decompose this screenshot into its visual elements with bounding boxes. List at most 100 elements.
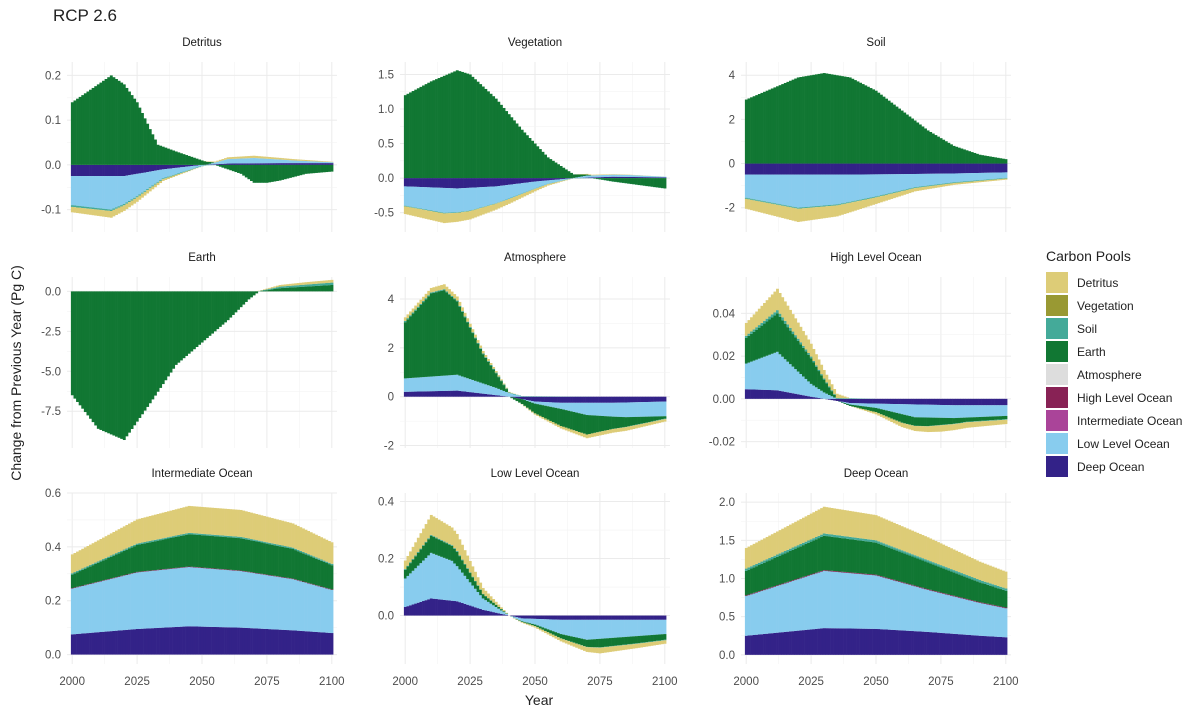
bar-segment [645, 635, 649, 643]
bar-segment [169, 510, 173, 537]
bar-segment [588, 174, 592, 175]
bar-segment [146, 542, 150, 571]
bar-segment [255, 572, 259, 574]
bar-segment [466, 391, 470, 397]
bar-segment [608, 174, 612, 177]
bar-segment [102, 80, 105, 165]
bar-segment [817, 397, 821, 399]
bar-segment [265, 574, 269, 576]
bar-segment [179, 534, 183, 536]
bar-segment [744, 99, 748, 164]
bar-segment [991, 420, 995, 426]
bar-segment [991, 398, 995, 406]
bar-segment [929, 398, 933, 405]
bar-segment [817, 369, 821, 372]
bar-segment [851, 572, 855, 574]
bar-segment [435, 291, 438, 293]
bar-segment [903, 189, 907, 191]
bar-segment [325, 561, 329, 564]
bar-segment [515, 615, 519, 618]
bar-segment [632, 619, 636, 637]
bar-segment [314, 585, 318, 632]
bar-segment [164, 511, 168, 538]
bar-segment [1001, 637, 1005, 655]
bar-segment [528, 182, 532, 191]
bar-segment [185, 534, 189, 567]
bar-segment [903, 163, 907, 175]
bar-segment [143, 291, 147, 411]
bar-segment [634, 636, 638, 644]
bar-segment [924, 185, 927, 187]
bar-segment [257, 573, 261, 574]
bar-segment [965, 555, 969, 576]
bar-segment [422, 560, 425, 602]
bar-segment [892, 404, 896, 413]
bar-segment [973, 417, 977, 422]
bar-segment [825, 73, 829, 164]
bar-segment [776, 163, 779, 175]
bar-segment [791, 523, 795, 548]
bar-segment [146, 189, 150, 191]
bar-segment [978, 635, 982, 655]
bar-segment [409, 92, 412, 179]
bar-segment [247, 539, 251, 572]
legend-item-soil: Soil [1046, 317, 1182, 340]
bar-segment [575, 637, 579, 644]
bar-segment [962, 599, 966, 635]
bar-segment [898, 174, 901, 191]
bar-segment [645, 642, 649, 643]
bar-segment [166, 148, 170, 165]
bar-segment [905, 528, 909, 553]
bar-segment [91, 291, 95, 423]
legend-swatch [1046, 272, 1068, 293]
bar-segment [265, 543, 269, 575]
bar-segment [905, 554, 909, 584]
bar-segment [330, 589, 334, 590]
bar-segment [122, 164, 126, 177]
bar-segment [414, 178, 418, 187]
bar-segment [128, 164, 131, 176]
bar-segment [185, 567, 189, 627]
bar-segment [559, 402, 563, 409]
bar-segment [770, 294, 774, 315]
bar-segment [580, 402, 584, 414]
bar-segment [905, 630, 909, 655]
legend-label: Low Level Ocean [1077, 436, 1170, 451]
bar-segment [208, 163, 212, 165]
bar-segment [499, 201, 503, 208]
bar-segment [107, 558, 111, 580]
bar-segment [309, 631, 313, 655]
bar-segment [244, 511, 248, 538]
bar-segment [107, 209, 111, 211]
bar-segment [99, 82, 103, 165]
bar-segment [835, 393, 839, 399]
bar-segment [481, 598, 485, 610]
bar-segment [146, 571, 150, 629]
bar-segment [999, 606, 1003, 608]
legend-swatch [1046, 364, 1068, 385]
bar-segment [929, 173, 933, 186]
bar-segment [422, 601, 425, 616]
y-tick-label: 2 [388, 343, 394, 355]
bar-segment [962, 398, 966, 406]
bar-segment [294, 524, 298, 549]
bar-segment [224, 537, 227, 570]
bar-segment [437, 555, 441, 600]
bar-segment [603, 174, 607, 177]
bar-segment [949, 595, 953, 634]
bar-segment [239, 158, 243, 164]
bar-segment [473, 334, 477, 338]
bar-segment [265, 288, 269, 290]
bar-segment [960, 598, 964, 635]
bar-segment [895, 548, 899, 551]
y-tick-label: 0.2 [378, 554, 394, 566]
bar-segment [812, 512, 816, 539]
bar-segment [164, 537, 168, 540]
bar-segment [918, 173, 922, 187]
bar-segment [497, 388, 501, 396]
bar-segment [619, 176, 623, 179]
bar-segment [911, 631, 914, 655]
bar-segment [309, 281, 313, 285]
bar-segment [450, 390, 454, 397]
